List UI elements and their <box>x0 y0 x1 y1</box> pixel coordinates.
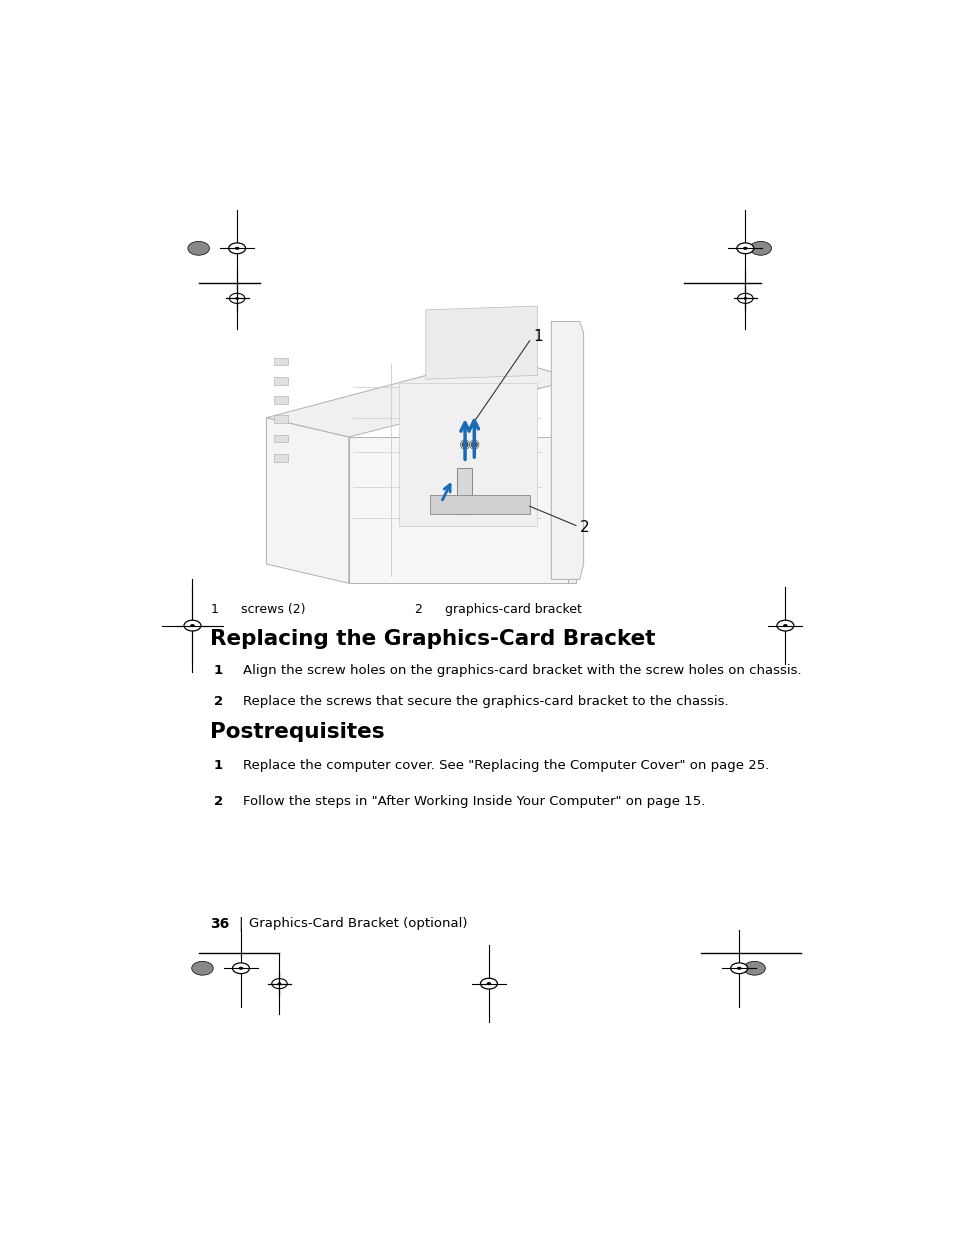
Text: 2: 2 <box>414 603 421 615</box>
Text: 1: 1 <box>210 603 218 615</box>
Ellipse shape <box>229 243 245 253</box>
Ellipse shape <box>277 982 281 986</box>
Text: Align the screw holes on the graphics-card bracket with the screw holes on chass: Align the screw holes on the graphics-ca… <box>243 664 801 677</box>
FancyBboxPatch shape <box>274 454 288 462</box>
Polygon shape <box>266 417 349 583</box>
Text: Follow the steps in "After Working Inside Your Computer" on page 15.: Follow the steps in "After Working Insid… <box>243 795 705 808</box>
Ellipse shape <box>192 961 213 976</box>
FancyBboxPatch shape <box>274 358 288 366</box>
Ellipse shape <box>486 982 491 986</box>
FancyBboxPatch shape <box>274 377 288 384</box>
Ellipse shape <box>190 624 194 627</box>
Ellipse shape <box>730 963 747 973</box>
Ellipse shape <box>480 978 497 989</box>
Text: Postrequisites: Postrequisites <box>210 721 384 742</box>
Ellipse shape <box>782 624 787 627</box>
FancyBboxPatch shape <box>274 435 288 442</box>
Polygon shape <box>551 321 583 579</box>
Text: 2: 2 <box>213 695 223 708</box>
Polygon shape <box>456 468 472 514</box>
Polygon shape <box>266 356 576 437</box>
Text: 2: 2 <box>213 795 223 808</box>
Ellipse shape <box>742 247 747 249</box>
Ellipse shape <box>736 967 740 969</box>
FancyBboxPatch shape <box>274 396 288 404</box>
Polygon shape <box>568 433 576 583</box>
Text: Replace the computer cover. See "Replacing the Computer Cover" on page 25.: Replace the computer cover. See "Replaci… <box>243 758 769 772</box>
Polygon shape <box>398 383 537 526</box>
Polygon shape <box>349 437 568 583</box>
Text: Replacing the Graphics-Card Bracket: Replacing the Graphics-Card Bracket <box>210 630 655 650</box>
Text: 36: 36 <box>210 916 229 931</box>
Ellipse shape <box>737 294 752 304</box>
Ellipse shape <box>238 967 243 969</box>
Ellipse shape <box>743 961 764 976</box>
Text: 1: 1 <box>213 664 223 677</box>
Text: Replace the screws that secure the graphics-card bracket to the chassis.: Replace the screws that secure the graph… <box>243 695 728 708</box>
Text: graphics-card bracket: graphics-card bracket <box>444 603 581 615</box>
Text: Graphics-Card Bracket (optional): Graphics-Card Bracket (optional) <box>249 916 467 930</box>
Ellipse shape <box>742 296 746 300</box>
Ellipse shape <box>233 963 249 973</box>
Ellipse shape <box>749 241 771 256</box>
Text: 1: 1 <box>213 758 223 772</box>
Text: 2: 2 <box>579 520 589 535</box>
Text: 1: 1 <box>533 330 542 345</box>
Ellipse shape <box>234 247 239 249</box>
Circle shape <box>461 442 468 448</box>
Ellipse shape <box>736 243 753 253</box>
Ellipse shape <box>272 978 287 989</box>
Text: |: | <box>238 916 243 931</box>
FancyBboxPatch shape <box>274 415 288 424</box>
Ellipse shape <box>229 294 245 304</box>
Text: screws (2): screws (2) <box>241 603 305 615</box>
Ellipse shape <box>184 620 201 631</box>
Circle shape <box>471 442 476 448</box>
Ellipse shape <box>235 296 239 300</box>
Polygon shape <box>425 306 537 379</box>
Polygon shape <box>429 495 529 514</box>
Ellipse shape <box>776 620 793 631</box>
Ellipse shape <box>188 241 210 256</box>
